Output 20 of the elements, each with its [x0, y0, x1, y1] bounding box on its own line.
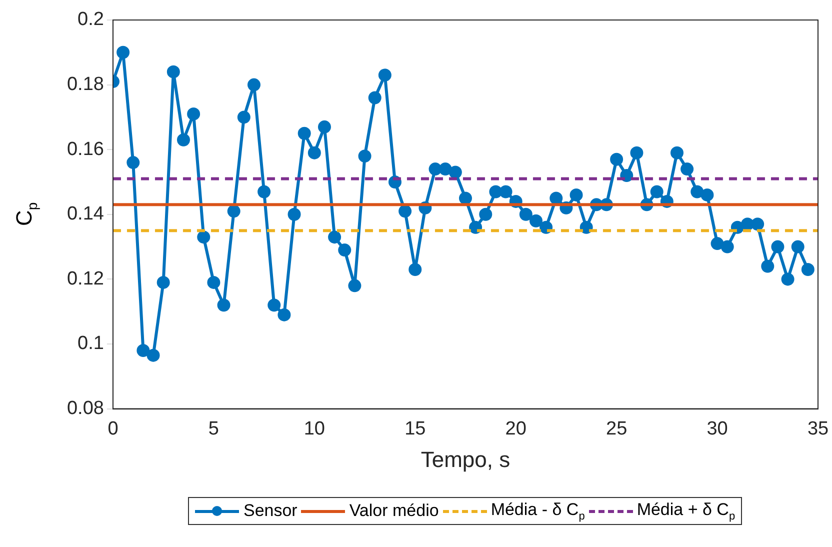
x-tick-label: 5	[208, 418, 219, 440]
y-tick-label: 0.18	[66, 74, 104, 96]
x-tick-label: 25	[606, 418, 628, 440]
legend-label: Média + δ C$_{p}$	[636, 500, 736, 522]
legend-label: Valor médio	[349, 501, 439, 522]
x-axis-title: Tempo, s	[420, 446, 510, 472]
y-tick-label: 0.14	[66, 204, 104, 225]
x-tick-label: 20	[505, 418, 526, 440]
y-tick-label: 0.1	[78, 333, 104, 354]
y-tick-label: 0.12	[66, 268, 104, 290]
legend-label: Média - δ C$_{p}$	[490, 500, 585, 522]
y-tick-label: 0.2	[78, 9, 104, 30]
y-tick-label: 0.16	[66, 138, 104, 160]
y-tick-label: 0.08	[66, 398, 104, 420]
legend-label: Sensor	[243, 501, 298, 522]
x-tick-label: 30	[706, 418, 728, 440]
x-tick-label: 10	[304, 418, 325, 440]
x-tick-label: 0	[108, 418, 118, 440]
x-tick-label: 15	[404, 418, 426, 440]
x-tick-label: 35	[807, 418, 829, 440]
